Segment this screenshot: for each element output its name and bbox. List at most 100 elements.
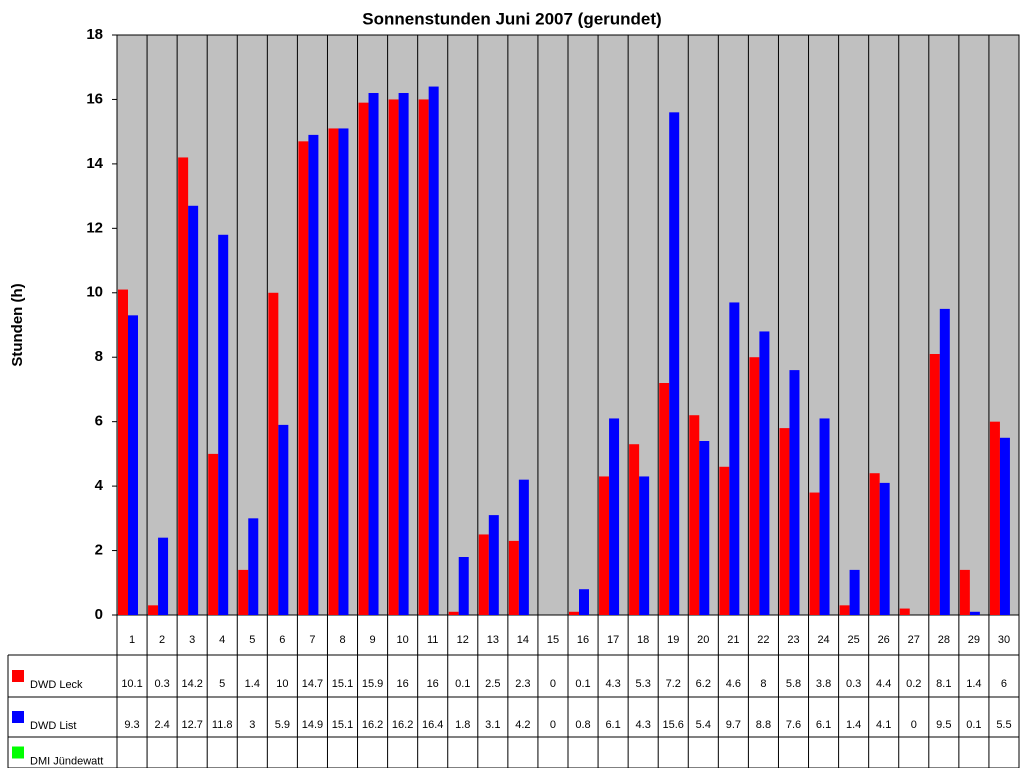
bar [208, 453, 219, 615]
table-value: 8 [760, 678, 766, 690]
bar [388, 99, 399, 615]
bar [939, 308, 950, 615]
table-value: 9.3 [124, 719, 139, 731]
table-value: 7.2 [666, 678, 681, 690]
x-tick-label: 22 [757, 634, 769, 646]
bar [869, 473, 880, 615]
bar [128, 315, 138, 615]
table-value: 6.1 [605, 719, 620, 731]
x-tick-label: 29 [968, 634, 980, 646]
table-value: 3.1 [485, 719, 500, 731]
table-value: 0.1 [575, 678, 590, 690]
bar [689, 415, 700, 615]
bar [929, 354, 940, 615]
bar [418, 99, 429, 615]
x-tick-label: 8 [339, 634, 345, 646]
y-tick-label: 4 [95, 477, 104, 494]
x-tick-label: 15 [547, 634, 559, 646]
table-value: 16.2 [362, 719, 383, 731]
table-value: 5.3 [636, 678, 651, 690]
table-value: 0.3 [154, 678, 169, 690]
bar [969, 611, 980, 615]
table-value: 10 [276, 678, 288, 690]
x-tick-label: 20 [697, 634, 709, 646]
table-value: 0.1 [455, 678, 470, 690]
table-value: 8.1 [936, 678, 951, 690]
bar [899, 608, 910, 615]
legend-label: DWD List [30, 720, 76, 732]
bar [579, 589, 589, 615]
bar [819, 418, 830, 615]
bar [308, 134, 319, 615]
bar [398, 93, 409, 615]
bar [879, 482, 890, 615]
table-value: 15.1 [332, 678, 353, 690]
bar [599, 476, 610, 615]
bar [839, 605, 850, 615]
table-value: 7.6 [786, 719, 801, 731]
table-value: 9.7 [726, 719, 741, 731]
y-tick-label: 0 [95, 606, 103, 623]
legend-key [12, 711, 24, 723]
table-value: 6.2 [696, 678, 711, 690]
table-value: 1.4 [966, 678, 981, 690]
bar [188, 205, 199, 615]
table-value: 15.1 [332, 719, 353, 731]
table-value: 0 [550, 678, 556, 690]
x-tick-label: 4 [219, 634, 225, 646]
table-value: 16.4 [422, 719, 443, 731]
table-value: 4.3 [636, 719, 651, 731]
bar [749, 357, 760, 615]
bar [759, 331, 770, 615]
x-tick-label: 28 [938, 634, 950, 646]
x-tick-label: 12 [457, 634, 469, 646]
x-tick-label: 19 [667, 634, 679, 646]
table-value: 11.8 [212, 719, 233, 731]
table-value: 4.1 [876, 719, 891, 731]
x-tick-label: 9 [370, 634, 376, 646]
x-tick-label: 16 [577, 634, 589, 646]
x-tick-label: 11 [427, 634, 438, 646]
table-value: 6.1 [816, 719, 831, 731]
bar [248, 518, 259, 615]
bar [458, 557, 469, 615]
table-value: 14.7 [302, 678, 323, 690]
x-tick-label: 7 [309, 634, 315, 646]
legend-label: DWD Leck [30, 679, 83, 691]
table-value: 0.8 [575, 719, 590, 731]
bar [999, 437, 1010, 615]
bar [368, 93, 379, 615]
table-value: 0.2 [906, 678, 921, 690]
bar [669, 112, 680, 615]
x-tick-label: 27 [908, 634, 920, 646]
table-value: 2.4 [154, 719, 169, 731]
x-tick-label: 1 [129, 634, 135, 646]
y-tick-label: 2 [95, 542, 103, 559]
table-value: 4.6 [726, 678, 741, 690]
bar [118, 289, 128, 615]
table-value: 16 [397, 678, 409, 690]
table-value: 1.8 [455, 719, 470, 731]
bar [609, 418, 620, 615]
y-tick-label: 12 [86, 219, 103, 236]
bar [148, 605, 159, 615]
bar [428, 86, 439, 616]
bar [508, 540, 519, 615]
table-value: 16.2 [392, 719, 413, 731]
x-tick-label: 21 [727, 634, 739, 646]
bar [779, 428, 790, 615]
bar [729, 302, 740, 615]
bar [478, 534, 489, 615]
bar [448, 611, 459, 615]
bar [809, 492, 820, 615]
y-tick-label: 6 [95, 413, 103, 430]
table-value: 5.8 [786, 678, 801, 690]
x-tick-label: 5 [249, 634, 255, 646]
bar [629, 444, 640, 615]
table-value: 5 [219, 678, 225, 690]
bar [959, 569, 970, 615]
bar [518, 479, 529, 615]
bar [719, 466, 730, 615]
table-value: 14.9 [302, 719, 323, 731]
